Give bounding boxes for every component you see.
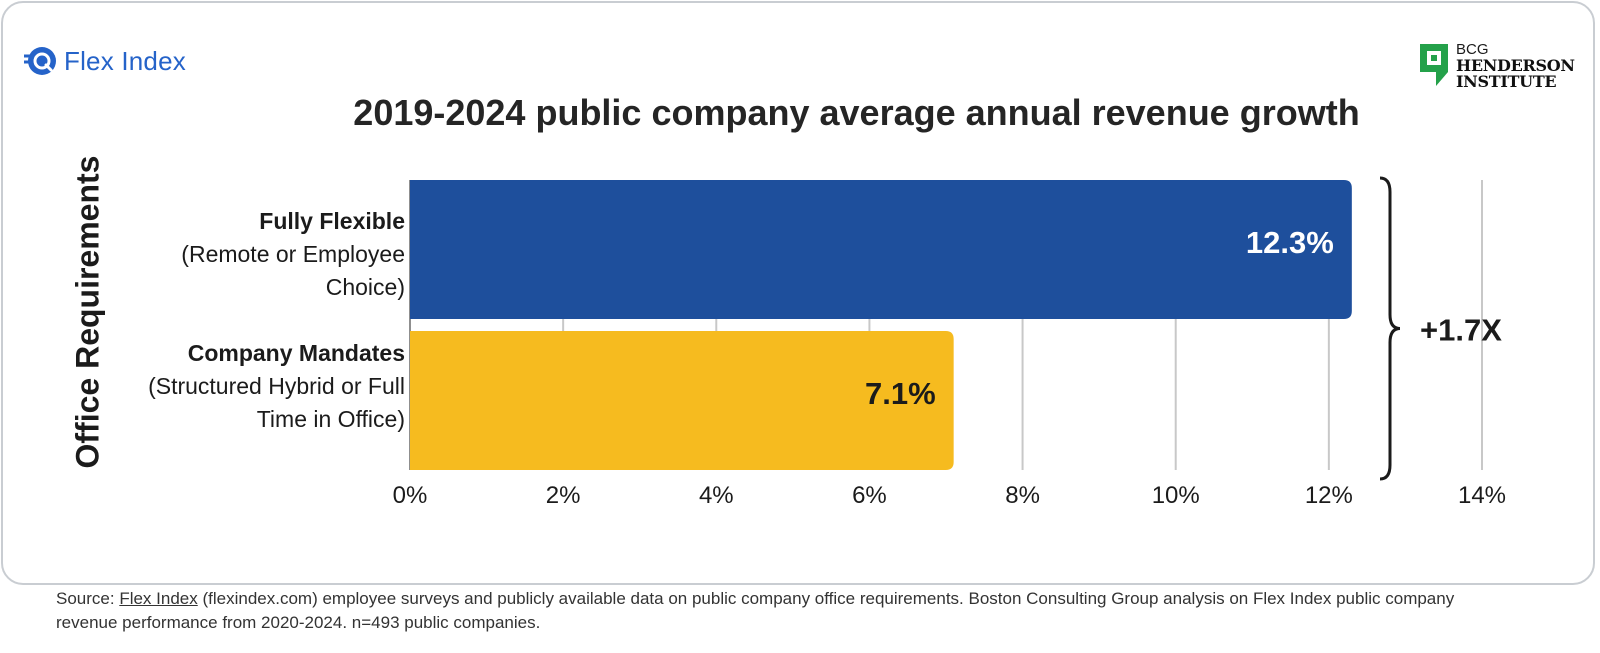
brand-name: Flex Index bbox=[64, 45, 186, 76]
growth-multiplier-annotation: +1.7X bbox=[1420, 313, 1502, 348]
x-tick-label: 8% bbox=[1005, 482, 1040, 509]
bhi-line3: INSTITUTE bbox=[1456, 72, 1557, 91]
category-sub-2: Time in Office) bbox=[256, 406, 405, 432]
bar bbox=[410, 331, 954, 470]
category-name: Company Mandates bbox=[187, 340, 405, 366]
source-note: Source: Flex Index (flexindex.com) emplo… bbox=[56, 587, 1496, 635]
category-sub-1: (Structured Hybrid or Full bbox=[148, 373, 405, 399]
bhi-line2: HENDERSON bbox=[1456, 56, 1575, 75]
category-sub-1: (Remote or Employee bbox=[181, 241, 405, 267]
bhi-mark-icon bbox=[1420, 44, 1448, 86]
brace-bracket bbox=[1379, 176, 1401, 481]
x-tick-label: 14% bbox=[1458, 482, 1506, 509]
source-text: (flexindex.com) employee surveys and pub… bbox=[56, 589, 1455, 632]
bar-value-label: 7.1% bbox=[865, 376, 936, 411]
category-sub-2: Choice) bbox=[325, 274, 405, 300]
x-tick-label: 12% bbox=[1305, 482, 1353, 509]
x-tick-label: 10% bbox=[1152, 482, 1200, 509]
flex-index-logo[interactable]: Flex Index bbox=[24, 44, 186, 78]
x-tick-label: 4% bbox=[699, 482, 734, 509]
bcg-henderson-logo: BCG HENDERSON INSTITUTE bbox=[1418, 42, 1575, 90]
category-label-company-mandates: Company Mandates (Structured Hybrid or F… bbox=[148, 337, 405, 436]
source-link[interactable]: Flex Index bbox=[119, 589, 198, 608]
source-prefix: Source: bbox=[56, 589, 120, 608]
flex-index-icon bbox=[24, 47, 56, 75]
bhi-line1: BCG bbox=[1456, 41, 1489, 58]
chart-title: 2019-2024 public company average annual … bbox=[353, 92, 1360, 133]
bar bbox=[410, 180, 1352, 319]
x-tick-label: 0% bbox=[393, 482, 428, 509]
x-tick-label: 6% bbox=[852, 482, 887, 509]
category-label-fully-flexible: Fully Flexible (Remote or Employee Choic… bbox=[181, 205, 405, 304]
bar-chart: 0% 2% 4% 6% 8% 10% 12% 14% 12.3% 7.1% +1.7X bbox=[393, 176, 1506, 509]
bar-value-label: 12.3% bbox=[1246, 225, 1334, 260]
category-name: Fully Flexible bbox=[259, 208, 405, 234]
x-tick-label: 2% bbox=[546, 482, 581, 509]
